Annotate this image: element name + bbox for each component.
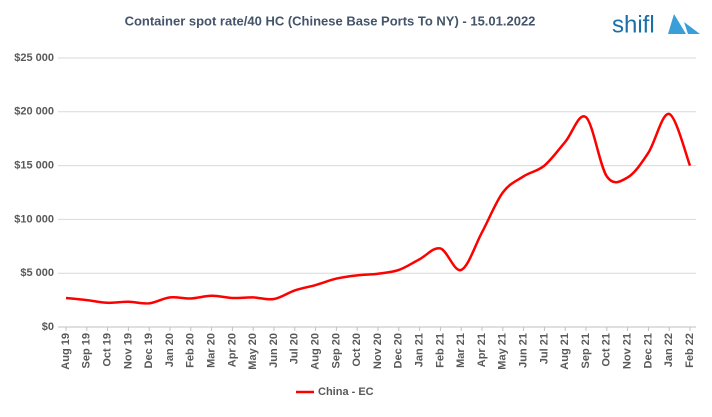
x-tick-label: Nov 21 [622,333,634,369]
legend-label: China - EC [318,386,374,398]
x-tick-label: Dec 19 [143,333,155,368]
logo-sail [668,14,700,34]
x-tick-label: Jul 20 [289,333,301,364]
x-tick-label: Apr 21 [476,333,488,367]
data-line [65,112,692,305]
x-tick-label: Sep 20 [330,333,342,368]
x-tick-label: May 21 [497,333,509,370]
x-tick-label: May 20 [247,333,259,370]
x-tick-label: Dec 21 [642,333,654,368]
y-tick-label: $15 000 [14,160,54,172]
x-tick-label: Aug 19 [60,333,72,370]
x-tick-label: Jan 21 [414,333,426,367]
x-tick-label: Jun 21 [518,333,530,368]
x-tick-label: Oct 19 [102,333,114,367]
y-tick-label: $10 000 [14,213,54,225]
x-tick-label: Nov 20 [372,333,384,369]
y-tick-label: $0 [42,321,54,333]
x-tick-label: Dec 20 [393,333,405,368]
x-tick-label: Jul 21 [538,333,550,364]
x-tick-label: Aug 20 [310,333,322,370]
y-tick-label: $25 000 [14,52,54,64]
x-tick-label: Nov 19 [122,333,134,369]
chart-title: Container spot rate/40 HC (Chinese Base … [125,13,536,28]
x-tick-label: Oct 21 [601,333,613,367]
x-tick-label: Apr 20 [226,333,238,367]
x-tick-label: Sep 21 [580,333,592,368]
x-tick-label: Sep 19 [81,333,93,368]
x-tick-label: Feb 21 [434,333,446,368]
x-tick-label: Jun 20 [268,333,280,368]
x-tick-label: Aug 21 [559,333,571,370]
y-tick-label: $20 000 [14,106,54,118]
x-tick-label: Jan 20 [164,333,176,367]
x-tick-label: Mar 20 [206,333,218,368]
x-tick-label: Oct 20 [351,333,363,367]
x-tick-label: Jan 22 [663,333,675,367]
x-tick-label: Feb 22 [684,333,696,368]
y-tick-label: $5 000 [20,267,54,279]
x-tick-label: Feb 20 [185,333,197,368]
logo: shifl [612,11,655,38]
x-tick-label: Mar 21 [455,333,467,368]
